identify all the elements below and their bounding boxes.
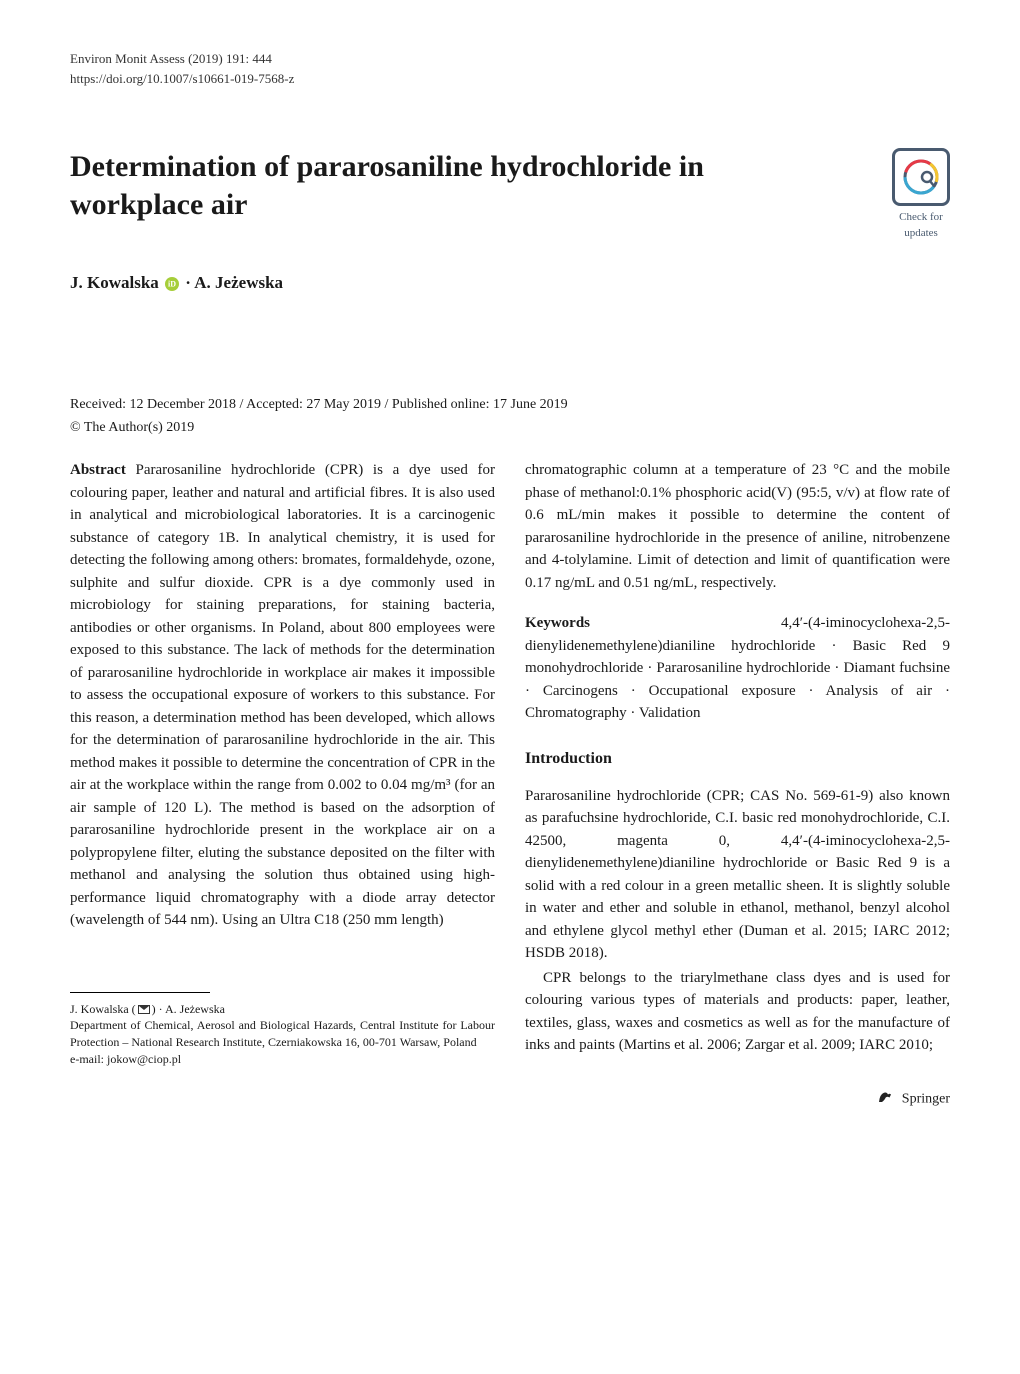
- intro-para-2: CPR belongs to the triarylmethane class …: [525, 967, 950, 1057]
- crossmark-badge[interactable]: Check for updates: [892, 148, 950, 241]
- abstract-right-text: chromatographic column at a temperature …: [525, 459, 950, 594]
- footnote-authors: J. Kowalska (: [70, 1002, 136, 1016]
- springer-horse-icon: [876, 1087, 894, 1112]
- crossmark-text-2: updates: [892, 226, 950, 241]
- authors-line: J. Kowalska · A. Jeżewska: [70, 271, 950, 295]
- journal-citation: Environ Monit Assess (2019) 191: 444: [70, 50, 950, 68]
- article-dates: Received: 12 December 2018 / Accepted: 2…: [70, 395, 950, 415]
- abstract-paragraph: Abstract Pararosaniline hydrochloride (C…: [70, 459, 495, 932]
- affiliation: Department of Chemical, Aerosol and Biol…: [70, 1017, 495, 1051]
- copyright-line: © The Author(s) 2019: [70, 418, 950, 438]
- orcid-icon[interactable]: [165, 277, 179, 291]
- doi-link[interactable]: https://doi.org/10.1007/s10661-019-7568-…: [70, 70, 950, 88]
- abstract-left-text: Pararosaniline hydrochloride (CPR) is a …: [70, 462, 495, 928]
- footnote-authors-2: ) · A. Jeżewska: [152, 1002, 225, 1016]
- springer-footer: Springer: [525, 1087, 950, 1112]
- envelope-icon: [138, 1005, 150, 1014]
- corresponding-author: J. Kowalska ( ) · A. Jeżewska: [70, 1001, 495, 1018]
- abstract-label: Abstract: [70, 462, 126, 478]
- crossmark-text-1: Check for: [892, 210, 950, 225]
- author-separator: ·: [185, 273, 191, 292]
- header-meta: Environ Monit Assess (2019) 191: 444 htt…: [70, 50, 950, 88]
- article-title: Determination of pararosaniline hydrochl…: [70, 148, 820, 223]
- footnote-divider: [70, 992, 210, 993]
- intro-para-1: Pararosaniline hydrochloride (CPR; CAS N…: [525, 785, 950, 965]
- two-column-body: Abstract Pararosaniline hydrochloride (C…: [70, 459, 950, 1112]
- right-column: chromatographic column at a temperature …: [525, 459, 950, 1112]
- crossmark-icon: [892, 148, 950, 206]
- introduction-heading: Introduction: [525, 747, 950, 771]
- keywords-paragraph: Keywords 4,4′-(4-iminocyclohexa-2,5-dien…: [525, 612, 950, 725]
- email: e-mail: jokow@ciop.pl: [70, 1051, 495, 1068]
- footnote-block: J. Kowalska ( ) · A. Jeżewska Department …: [70, 1001, 495, 1068]
- keywords-label: Keywords: [525, 615, 590, 631]
- author-2: A. Jeżewska: [194, 273, 283, 292]
- title-row: Determination of pararosaniline hydrochl…: [70, 148, 950, 241]
- left-column: Abstract Pararosaniline hydrochloride (C…: [70, 459, 495, 1112]
- publisher-name: Springer: [902, 1091, 950, 1106]
- author-1: J. Kowalska: [70, 273, 159, 292]
